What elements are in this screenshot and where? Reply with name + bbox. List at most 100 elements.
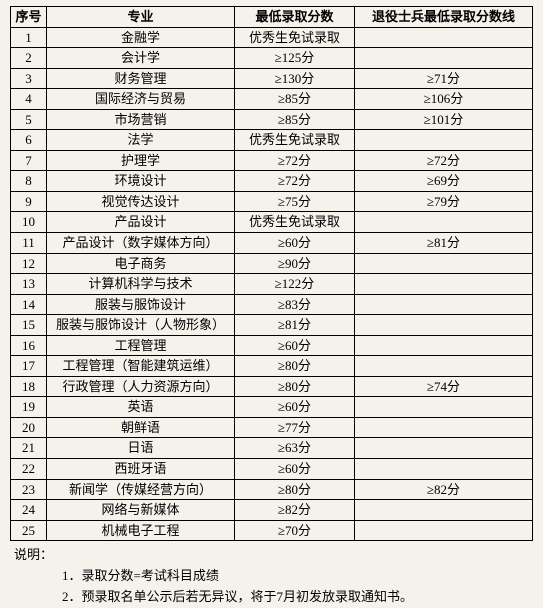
table-row: 17工程管理（智能建筑运维）≥80分 [11, 356, 533, 377]
cell-n: 8 [11, 171, 47, 192]
cell-major: 网络与新媒体 [47, 500, 235, 521]
cell-veteran: ≥81分 [355, 233, 533, 254]
cell-n: 13 [11, 274, 47, 295]
cell-major: 电子商务 [47, 253, 235, 274]
cell-score: ≥125分 [235, 48, 355, 69]
table-row: 14服装与服饰设计≥83分 [11, 294, 533, 315]
cell-n: 19 [11, 397, 47, 418]
table-row: 21日语≥63分 [11, 438, 533, 459]
cell-score: ≥83分 [235, 294, 355, 315]
cell-score: ≥77分 [235, 417, 355, 438]
header-num: 序号 [11, 7, 47, 28]
cell-n: 23 [11, 479, 47, 500]
cell-veteran [355, 27, 533, 48]
cell-score: ≥80分 [235, 376, 355, 397]
cell-major: 服装与服饰设计 [47, 294, 235, 315]
cell-veteran [355, 520, 533, 541]
table-row: 16工程管理≥60分 [11, 335, 533, 356]
cell-veteran [355, 335, 533, 356]
cell-major: 机械电子工程 [47, 520, 235, 541]
note-item: 2．预录取名单公示后若无异议，将于7月初发放录取通知书。 [62, 587, 533, 608]
cell-n: 4 [11, 89, 47, 110]
table-row: 24网络与新媒体≥82分 [11, 500, 533, 521]
cell-score: ≥72分 [235, 150, 355, 171]
notes-title: 说明： [14, 547, 53, 562]
cell-n: 11 [11, 233, 47, 254]
table-row: 11产品设计（数字媒体方向）≥60分≥81分 [11, 233, 533, 254]
cell-major: 工程管理 [47, 335, 235, 356]
cell-major: 日语 [47, 438, 235, 459]
table-row: 2会计学≥125分 [11, 48, 533, 69]
cell-score: ≥70分 [235, 520, 355, 541]
cell-veteran [355, 294, 533, 315]
cell-score: ≥80分 [235, 479, 355, 500]
cell-veteran [355, 500, 533, 521]
table-row: 10产品设计优秀生免试录取 [11, 212, 533, 233]
cell-n: 18 [11, 376, 47, 397]
cell-veteran: ≥71分 [355, 68, 533, 89]
cell-veteran [355, 48, 533, 69]
cell-major: 环境设计 [47, 171, 235, 192]
cell-score: ≥130分 [235, 68, 355, 89]
cell-major: 产品设计（数字媒体方向） [47, 233, 235, 254]
cell-veteran [355, 459, 533, 480]
cell-major: 服装与服饰设计（人物形象） [47, 315, 235, 336]
table-row: 8环境设计≥72分≥69分 [11, 171, 533, 192]
cell-n: 1 [11, 27, 47, 48]
cell-score: ≥60分 [235, 335, 355, 356]
cell-veteran [355, 417, 533, 438]
table-row: 6法学优秀生免试录取 [11, 130, 533, 151]
cell-veteran [355, 438, 533, 459]
cell-major: 朝鲜语 [47, 417, 235, 438]
cell-score: ≥80分 [235, 356, 355, 377]
cell-n: 2 [11, 48, 47, 69]
table-row: 5市场营销≥85分≥101分 [11, 109, 533, 130]
cell-n: 9 [11, 191, 47, 212]
cell-score: ≥85分 [235, 89, 355, 110]
cell-score: ≥60分 [235, 233, 355, 254]
table-row: 3财务管理≥130分≥71分 [11, 68, 533, 89]
cell-n: 15 [11, 315, 47, 336]
table-row: 12电子商务≥90分 [11, 253, 533, 274]
cell-major: 法学 [47, 130, 235, 151]
cell-major: 新闻学（传媒经营方向） [47, 479, 235, 500]
cell-n: 14 [11, 294, 47, 315]
cell-n: 25 [11, 520, 47, 541]
cell-score: ≥81分 [235, 315, 355, 336]
cell-veteran: ≥74分 [355, 376, 533, 397]
cell-veteran: ≥72分 [355, 150, 533, 171]
cell-major: 行政管理（人力资源方向） [47, 376, 235, 397]
table-row: 15服装与服饰设计（人物形象）≥81分 [11, 315, 533, 336]
cell-n: 7 [11, 150, 47, 171]
cell-n: 12 [11, 253, 47, 274]
cell-n: 21 [11, 438, 47, 459]
table-row: 22西班牙语≥60分 [11, 459, 533, 480]
cell-n: 6 [11, 130, 47, 151]
table-row: 7护理学≥72分≥72分 [11, 150, 533, 171]
cell-n: 24 [11, 500, 47, 521]
cell-n: 20 [11, 417, 47, 438]
cell-veteran [355, 130, 533, 151]
cell-score: 优秀生免试录取 [235, 130, 355, 151]
cell-veteran: ≥79分 [355, 191, 533, 212]
cell-score: 优秀生免试录取 [235, 27, 355, 48]
cell-score: ≥72分 [235, 171, 355, 192]
table-row: 4国际经济与贸易≥85分≥106分 [11, 89, 533, 110]
cell-veteran [355, 274, 533, 295]
header-score: 最低录取分数 [235, 7, 355, 28]
table-row: 1金融学优秀生免试录取 [11, 27, 533, 48]
cell-major: 英语 [47, 397, 235, 418]
cell-score: ≥122分 [235, 274, 355, 295]
cell-major: 金融学 [47, 27, 235, 48]
cell-major: 国际经济与贸易 [47, 89, 235, 110]
cell-veteran [355, 315, 533, 336]
cell-veteran: ≥82分 [355, 479, 533, 500]
cell-major: 市场营销 [47, 109, 235, 130]
cell-n: 16 [11, 335, 47, 356]
cell-score: ≥85分 [235, 109, 355, 130]
note-item: 1．录取分数=考试科目成绩 [62, 566, 533, 587]
cell-major: 工程管理（智能建筑运维） [47, 356, 235, 377]
table-row: 19英语≥60分 [11, 397, 533, 418]
cell-n: 5 [11, 109, 47, 130]
cell-n: 22 [11, 459, 47, 480]
